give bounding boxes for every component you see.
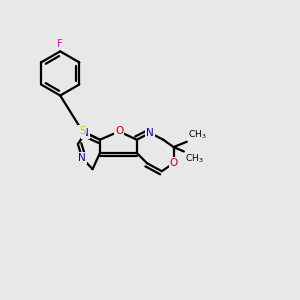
Text: CH$_3$: CH$_3$ [188,129,207,141]
Text: O: O [115,126,123,136]
Text: O: O [169,158,178,168]
Text: F: F [57,39,63,49]
Text: F: F [57,39,63,49]
Text: S: S [79,126,86,136]
Text: N: N [146,128,154,138]
Text: CH$_3$: CH$_3$ [185,153,204,165]
Text: S: S [79,126,86,136]
Text: N: N [81,128,89,138]
Text: N: N [78,153,86,163]
